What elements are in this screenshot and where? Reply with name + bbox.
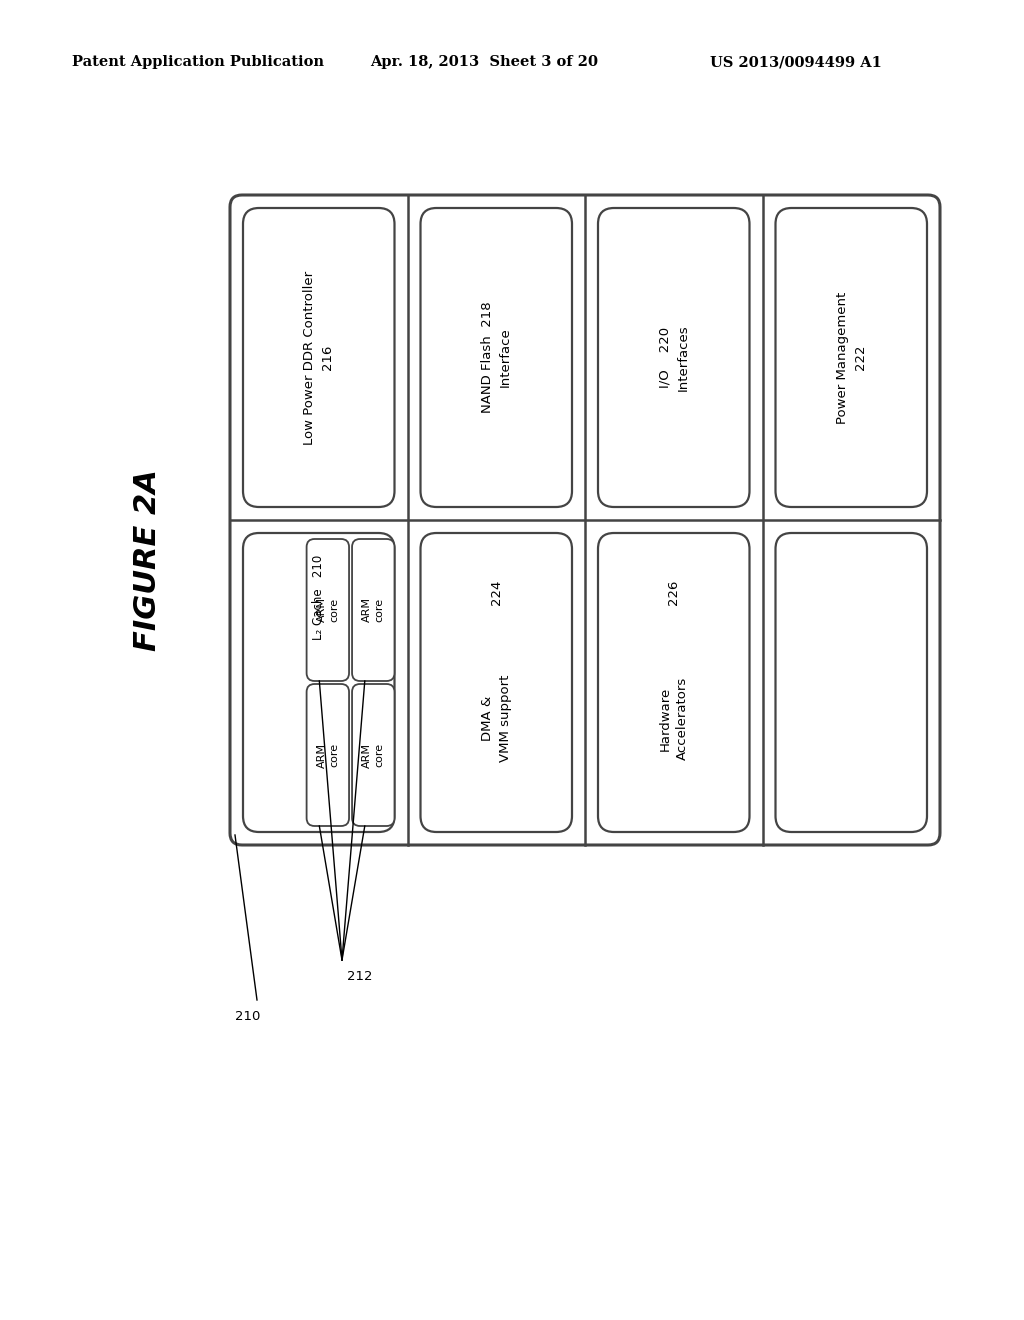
Text: ARM
core: ARM core	[316, 742, 339, 767]
FancyBboxPatch shape	[421, 209, 572, 507]
Text: I/O    220
Interfaces: I/O 220 Interfaces	[658, 325, 689, 391]
FancyBboxPatch shape	[421, 533, 572, 832]
FancyBboxPatch shape	[306, 539, 349, 681]
Text: Power Management
222: Power Management 222	[836, 292, 866, 424]
Text: L₂ Cache   210: L₂ Cache 210	[312, 554, 326, 640]
FancyBboxPatch shape	[243, 533, 394, 832]
Text: FIGURE 2A: FIGURE 2A	[133, 469, 163, 651]
FancyBboxPatch shape	[306, 684, 349, 826]
Text: US 2013/0094499 A1: US 2013/0094499 A1	[710, 55, 882, 69]
FancyBboxPatch shape	[775, 209, 927, 507]
Text: NAND Flash  218
Interface: NAND Flash 218 Interface	[480, 302, 512, 413]
Text: 226: 226	[668, 579, 680, 606]
Text: Patent Application Publication: Patent Application Publication	[72, 55, 324, 69]
FancyBboxPatch shape	[230, 195, 940, 845]
Text: ARM
core: ARM core	[362, 598, 384, 623]
Text: ARM
core: ARM core	[362, 742, 384, 767]
FancyBboxPatch shape	[243, 209, 394, 507]
Text: Low Power DDR Controller
216: Low Power DDR Controller 216	[303, 271, 334, 445]
FancyBboxPatch shape	[598, 209, 750, 507]
FancyBboxPatch shape	[352, 539, 394, 681]
Text: Hardware
Accelerators: Hardware Accelerators	[658, 677, 689, 760]
Text: ARM
core: ARM core	[316, 598, 339, 623]
FancyBboxPatch shape	[775, 533, 927, 832]
FancyBboxPatch shape	[352, 684, 394, 826]
Text: 210: 210	[234, 1010, 260, 1023]
Text: DMA &
VMM support: DMA & VMM support	[480, 675, 512, 762]
Text: Apr. 18, 2013  Sheet 3 of 20: Apr. 18, 2013 Sheet 3 of 20	[370, 55, 598, 69]
Text: 212: 212	[347, 970, 373, 983]
FancyBboxPatch shape	[598, 533, 750, 832]
Text: 224: 224	[489, 579, 503, 606]
